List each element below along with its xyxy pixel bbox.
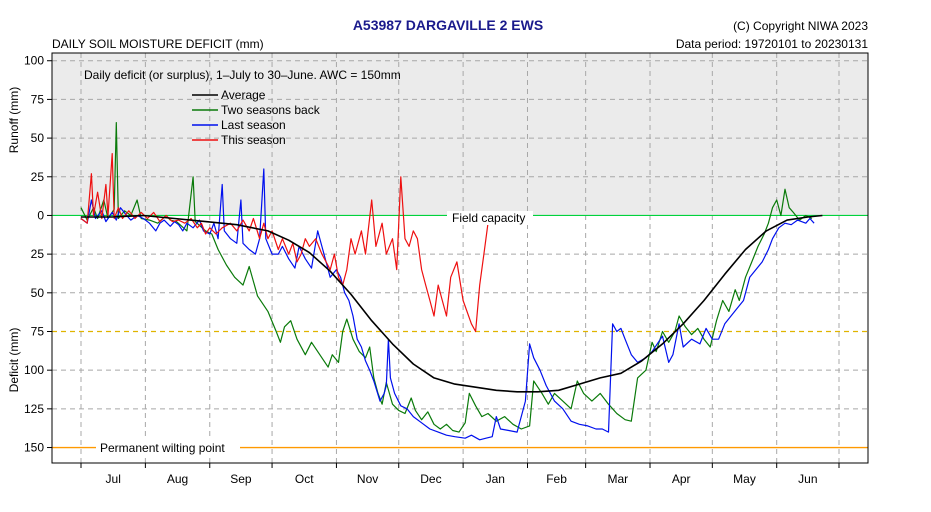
chart-subtitle: DAILY SOIL MOISTURE DEFICIT (mm) (52, 37, 264, 51)
y-tick-labels: 100 75 50 25 0 25 50 75 100 125 150 (24, 54, 52, 455)
axes (51, 52, 869, 464)
plot-background (52, 53, 868, 216)
series-lines (80, 121, 823, 441)
x-tick-labels: Jul Aug Sep Oct Nov Dec Jan Feb Mar Apr May Jun (80, 463, 840, 486)
series-line-this-season (80, 153, 489, 333)
y-tick-label: 25 (31, 170, 45, 184)
y-tick-label: 25 (31, 247, 45, 261)
x-tick-label: Feb (546, 472, 567, 486)
chart-title: A53987 DARGAVILLE 2 EWS (353, 17, 543, 33)
x-tick-label: Jan (486, 472, 505, 486)
y-tick-label: 150 (24, 441, 44, 455)
wilting-point-label-bg (96, 440, 240, 454)
legend-label: Two seasons back (221, 103, 321, 117)
y-tick-label: 50 (31, 286, 45, 300)
y-tick-label: 100 (24, 363, 44, 377)
legend-label: Last season (221, 118, 286, 132)
legend-label: Average (221, 88, 266, 102)
x-tick-label: Aug (167, 472, 188, 486)
y-tick-label: 75 (31, 324, 45, 338)
y-tick-label: 125 (24, 402, 44, 416)
x-tick-label: Sep (230, 472, 252, 486)
x-tick-label: Jul (106, 472, 121, 486)
y-label-runoff: Runoff (mm) (7, 87, 21, 153)
legend-label: This season (221, 133, 286, 147)
y-tick-label: 0 (37, 208, 44, 222)
field-capacity-label: Field capacity (452, 211, 525, 225)
x-tick-label: Dec (420, 472, 441, 486)
x-tick-label: Oct (295, 472, 314, 486)
y-tick-label: 100 (24, 54, 44, 68)
copyright-text: (C) Copyright NIWA 2023 (733, 19, 868, 33)
plot-frame (51, 52, 869, 464)
surplus-region (52, 53, 868, 216)
wilting-point-label: Permanent wilting point (100, 441, 225, 455)
series-line-average (81, 214, 823, 393)
series-line-two-seasons-back (80, 121, 813, 433)
x-tick-label: Apr (672, 472, 691, 486)
y-tick-label: 75 (31, 92, 45, 106)
y-tick-label: 50 (31, 131, 45, 145)
chart-note: Daily deficit (or surplus), 1–July to 30… (84, 68, 401, 82)
x-tick-label: May (733, 472, 756, 486)
y-label-deficit: Deficit (mm) (7, 328, 21, 393)
x-tick-label: Mar (607, 472, 628, 486)
x-tick-label: Jun (798, 472, 817, 486)
field-capacity-label-bg (447, 211, 533, 225)
data-period: Data period: 19720101 to 20230131 (676, 37, 868, 51)
x-tick-label: Nov (357, 472, 378, 486)
